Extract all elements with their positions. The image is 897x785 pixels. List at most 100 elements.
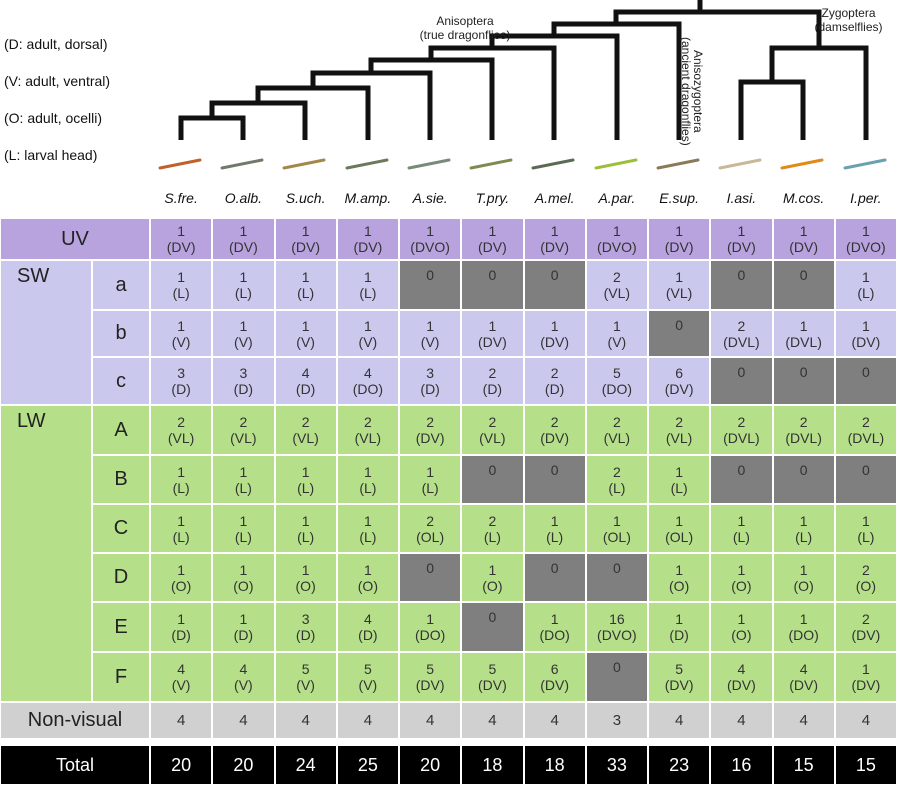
- clade-name: Zygoptera: [821, 6, 876, 20]
- opsin-count: 1: [301, 269, 310, 285]
- table-cell: 20: [150, 745, 213, 785]
- opsin-tissue: (V): [358, 677, 378, 693]
- opsin-count: 1: [799, 611, 808, 627]
- opsin-tissue: (V): [296, 333, 315, 350]
- opsin-count: 1: [301, 512, 310, 529]
- table-cell: 1 (L): [399, 455, 462, 504]
- opsin-tissue: (O): [357, 577, 378, 594]
- table-cell: 1 (V): [585, 310, 648, 357]
- opsin-count: 1: [239, 512, 248, 529]
- row-group: LW: [0, 405, 92, 702]
- opsin-count: 1: [239, 611, 248, 627]
- species-name: S.uch.: [285, 190, 326, 206]
- table-cell: 5 (DO): [585, 357, 648, 405]
- opsin-count: 3: [426, 365, 435, 381]
- table-cell: 1 (DV): [461, 218, 524, 260]
- table-cell: 4: [710, 702, 773, 739]
- opsin-tissue: (DVO): [597, 627, 637, 643]
- opsin-count: 1: [177, 512, 186, 529]
- opsin-tissue: (DV): [291, 239, 321, 255]
- opsin-count: 1: [675, 463, 684, 480]
- row-label: D: [92, 553, 150, 602]
- opsin-tissue: (DO): [414, 627, 446, 643]
- table-cell: 0: [461, 260, 524, 310]
- opsin-count: 5: [301, 661, 310, 677]
- opsin-count: 2: [612, 463, 621, 480]
- table-cell: 33: [585, 745, 648, 785]
- opsin-count: 2: [675, 414, 684, 430]
- opsin-count: 16: [609, 611, 625, 627]
- opsin-tissue: (DV): [540, 333, 570, 350]
- opsin-count: 1: [177, 463, 186, 480]
- opsin-count: 1: [488, 561, 497, 578]
- legend-text: (D: adult, dorsal): [4, 36, 108, 52]
- table-cell: 18: [523, 745, 586, 785]
- opsin-tissue: (DO): [539, 627, 570, 643]
- row-label: B: [92, 455, 150, 504]
- opsin-count: 3: [177, 365, 186, 381]
- opsin-tissue: (L): [795, 528, 813, 545]
- opsin-tissue: (VL): [665, 285, 693, 301]
- table-cell: 1 (DV): [523, 310, 586, 357]
- table-cell: 1 (L): [150, 260, 213, 310]
- opsin-tissue: (O): [171, 577, 192, 594]
- row-group: Total: [0, 745, 150, 785]
- opsin-tissue: (L): [857, 528, 875, 545]
- table-cell: 3 (D): [150, 357, 213, 405]
- opsin-count: 1: [363, 561, 372, 578]
- opsin-tissue: (VL): [354, 430, 382, 446]
- opsin-count: 1: [550, 512, 559, 529]
- row-label: A: [92, 405, 150, 455]
- opsin-count: 1: [363, 223, 372, 239]
- table-cell: 1 (DV): [648, 218, 711, 260]
- opsin-count: 4: [239, 661, 248, 677]
- opsin-count: 1: [177, 611, 186, 627]
- table-cell: 1 (L): [212, 260, 275, 310]
- opsin-tissue: (O): [855, 577, 876, 594]
- opsin-tissue: (DV): [477, 333, 507, 350]
- table-cell: 2 (DVL): [772, 405, 835, 455]
- opsin-count: 1: [301, 317, 310, 334]
- opsin-tissue: (DVL): [785, 333, 822, 350]
- table-cell: 1 (L): [834, 260, 897, 310]
- table-cell: 1 (DO): [523, 602, 586, 652]
- table-cell: 1 (VL): [648, 260, 711, 310]
- opsin-tissue: (L): [234, 479, 252, 496]
- opsin-tissue: (DV): [789, 239, 819, 255]
- opsin-count: 1: [799, 512, 808, 529]
- opsin-count: 0: [488, 267, 497, 283]
- opsin-tissue: (L): [421, 479, 439, 496]
- opsin-count: 2: [488, 512, 497, 529]
- table-cell: 1 (O): [274, 553, 337, 602]
- table-cell: 1 (L): [648, 455, 711, 504]
- opsin-tissue: (DV): [477, 677, 507, 693]
- table-cell: 1 (L): [150, 455, 213, 504]
- opsin-tissue: (O): [731, 627, 752, 643]
- row-label: E: [92, 602, 150, 652]
- table-cell: 2 (VL): [212, 405, 275, 455]
- table-cell: 4 (D): [336, 602, 399, 652]
- opsin-count: 1: [550, 611, 559, 627]
- opsin-count: 2: [177, 414, 186, 430]
- opsin-tissue: (VL): [292, 430, 319, 446]
- table-cell: 1 (L): [336, 260, 399, 310]
- opsin-count: 1: [675, 512, 684, 529]
- table-cell: 3 (D): [212, 357, 275, 405]
- table-cell: 2 (D): [523, 357, 586, 405]
- opsin-count: 1: [550, 317, 559, 334]
- opsin-tissue: (L): [172, 285, 190, 301]
- table-cell: 0: [648, 310, 711, 357]
- table-cell: 2 (OL): [399, 504, 462, 553]
- table-cell: 5 (V): [274, 652, 337, 702]
- opsin-count: 1: [488, 317, 497, 334]
- opsin-tissue: (DVO): [597, 239, 637, 255]
- opsin-tissue: (L): [172, 528, 190, 545]
- opsin-tissue: (DO): [352, 381, 384, 397]
- table-cell: 1 (L): [834, 504, 897, 553]
- opsin-count: 2: [239, 414, 248, 430]
- table-cell: 15: [772, 745, 835, 785]
- opsin-tissue: (L): [297, 479, 315, 496]
- opsin-count: 1: [363, 317, 372, 334]
- table-cell: 6 (DV): [648, 357, 711, 405]
- table-cell: 1 (L): [523, 504, 586, 553]
